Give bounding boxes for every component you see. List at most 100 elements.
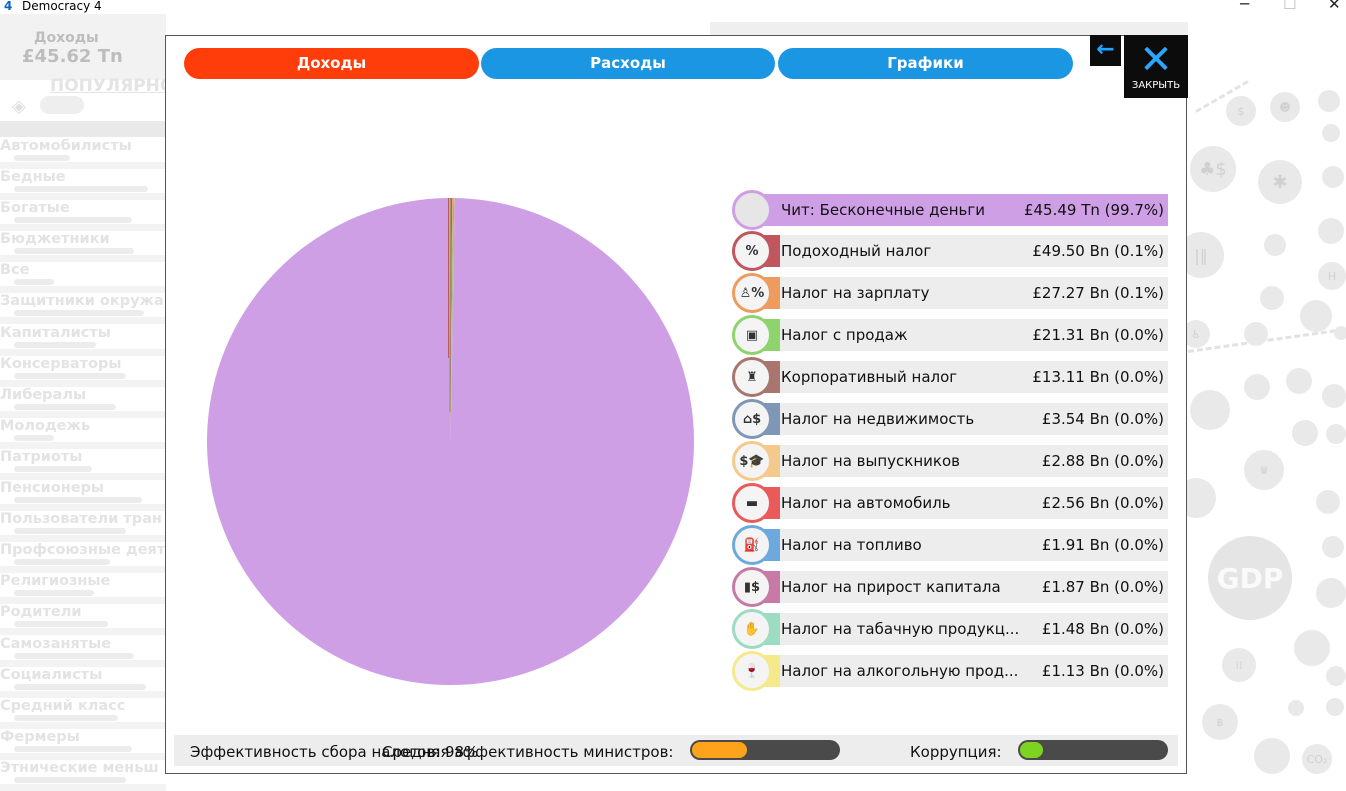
- policy-icon[interactable]: [1260, 286, 1284, 310]
- policy-icon[interactable]: [1322, 124, 1340, 142]
- voter-group-item[interactable]: Фермеры: [0, 729, 166, 760]
- voter-group-item[interactable]: Патриоты: [0, 449, 166, 480]
- window-close-button[interactable]: ✕: [1328, 0, 1341, 13]
- legend-item[interactable]: ▮$ Налог на прирост капитала £1.87 Bn (0.0…: [732, 567, 1172, 607]
- policy-icon[interactable]: [1326, 424, 1346, 444]
- legend-band: [752, 277, 1168, 309]
- policy-icon[interactable]: [1322, 166, 1344, 188]
- voter-group-name: Бюджетники: [0, 231, 110, 248]
- policy-icon[interactable]: ฿: [1202, 704, 1238, 740]
- policy-icon[interactable]: [1190, 390, 1230, 430]
- legend-item[interactable]: % Подоходный налог £49.50 Bn (0.1%): [732, 231, 1172, 271]
- policy-icon[interactable]: ✱: [1258, 160, 1302, 204]
- voter-group-stripe: [0, 628, 166, 636]
- legend-value: £49.50 Bn (0.1%): [1032, 242, 1164, 260]
- gdp-icon[interactable]: GDP: [1208, 536, 1292, 620]
- policy-icon[interactable]: [1288, 700, 1304, 716]
- maximize-button[interactable]: ☐: [1283, 0, 1297, 13]
- voter-group-item[interactable]: Пенсионеры: [0, 480, 166, 512]
- policy-icon[interactable]: ⁞⁞: [1222, 648, 1256, 682]
- legend-item[interactable]: ▣ Налог с продаж £21.31 Bn (0.0%): [732, 315, 1172, 355]
- voter-group-name: Пользователи тран: [0, 511, 162, 528]
- legend-value: £1.48 Bn (0.0%): [1041, 620, 1164, 638]
- legend-item[interactable]: ▬ Налог на автомобиль £2.56 Bn (0.0%): [732, 483, 1172, 523]
- voter-group-item[interactable]: Средний класс: [0, 698, 166, 729]
- voter-group-bar: [14, 186, 148, 193]
- legend-item[interactable]: ⛽ Налог на топливо £1.91 Bn (0.0%): [732, 525, 1172, 565]
- policy-icon[interactable]: [1254, 738, 1290, 774]
- legend-item[interactable]: ⌂$ Налог на недвижимость £3.54 Bn (0.0%): [732, 399, 1172, 439]
- pie-slice: [450, 198, 455, 442]
- policy-icon[interactable]: ♣$: [1190, 146, 1236, 192]
- voter-group-stripe: [0, 379, 166, 387]
- voter-group-bar: [14, 497, 142, 504]
- policy-icon[interactable]: [1294, 630, 1330, 666]
- policy-icon[interactable]: [1292, 420, 1318, 446]
- percent-icon: %: [732, 231, 772, 271]
- voter-group-item[interactable]: Социалисты: [0, 667, 166, 698]
- legend-item[interactable]: Чит: Бесконечные деньги £45.49 Tn (99.7%): [732, 190, 1172, 230]
- voter-group-bar: [14, 714, 118, 721]
- legend-item[interactable]: $🎓 Налог на выпускников £2.88 Bn (0.0%): [732, 441, 1172, 481]
- policy-icon[interactable]: [1244, 374, 1270, 400]
- voter-group-item[interactable]: Консерваторы: [0, 356, 166, 387]
- minister-efficiency-fill: [692, 742, 748, 758]
- voter-group-item[interactable]: Богатые: [0, 200, 166, 232]
- legend-item[interactable]: ✋ Налог на табачную продукц... £1.48 Bn (0…: [732, 609, 1172, 649]
- voter-group-item[interactable]: Защитники окружа: [0, 293, 166, 325]
- voter-group-item[interactable]: Самозанятые: [0, 636, 166, 667]
- legend-band: [752, 319, 1168, 351]
- voter-group-item[interactable]: Молодежь: [0, 418, 166, 449]
- policy-icon[interactable]: [1334, 326, 1346, 340]
- popularity-heading: ПОПУЛЯРНО: [50, 76, 175, 96]
- voter-group-item[interactable]: Этнические меньш: [0, 760, 166, 791]
- voter-group-item[interactable]: Все: [0, 262, 166, 294]
- policy-icon[interactable]: [1322, 384, 1346, 408]
- policy-icon[interactable]: ♛: [1244, 450, 1284, 490]
- popularity-toggle[interactable]: [40, 96, 84, 114]
- voter-group-bar: [14, 528, 126, 535]
- legend-band: [752, 487, 1168, 519]
- policy-icon[interactable]: [1326, 666, 1346, 686]
- voter-group-item[interactable]: Родители: [0, 604, 166, 636]
- policy-icon[interactable]: [1326, 698, 1344, 716]
- voter-group-name: Профсоюзные деят: [0, 542, 166, 559]
- legend-label: Налог на топливо: [781, 536, 922, 554]
- voter-group-item[interactable]: Бедные: [0, 169, 166, 201]
- back-button[interactable]: ←: [1090, 35, 1121, 66]
- voter-group-name: Этнические меньш: [0, 759, 159, 776]
- legend-item[interactable]: ♙% Налог на зарплату £27.27 Bn (0.1%): [732, 273, 1172, 313]
- voter-group-item[interactable]: Религиозные: [0, 573, 166, 605]
- policy-icon[interactable]: ☻: [1270, 92, 1300, 122]
- tab-expenses[interactable]: Расходы: [481, 48, 775, 79]
- voter-group-item[interactable]: Бюджетники: [0, 231, 166, 263]
- voter-group-item[interactable]: Профсоюзные деят: [0, 542, 166, 574]
- voter-group-item[interactable]: Капиталисты: [0, 325, 166, 356]
- voter-group-item[interactable]: Пользователи тран: [0, 511, 166, 543]
- house-dollar-icon: ⌂$: [732, 399, 772, 439]
- voter-group-item[interactable]: Либералы: [0, 387, 166, 418]
- policy-icon[interactable]: $: [1226, 96, 1256, 126]
- policy-icon[interactable]: CO₂: [1302, 744, 1332, 774]
- voter-group-item[interactable]: Автомобилисты: [0, 138, 166, 169]
- close-button[interactable]: ✕ ЗАКРЫТЬ: [1124, 35, 1188, 98]
- legend-item[interactable]: 🍷 Налог на алкогольную прод... £1.13 Bn (0…: [732, 651, 1172, 691]
- minimize-button[interactable]: ─: [1240, 0, 1250, 13]
- policy-icon[interactable]: [1316, 490, 1340, 514]
- policy-icon[interactable]: [1316, 578, 1346, 608]
- voter-group-bar: [14, 652, 134, 659]
- corruption-meter: [1018, 740, 1168, 760]
- policy-icon[interactable]: [1318, 90, 1340, 112]
- policy-icon[interactable]: [1322, 536, 1344, 558]
- voter-group-bar: [14, 434, 54, 441]
- tab-graphs[interactable]: Графики: [778, 48, 1073, 79]
- legend-item[interactable]: ♜ Корпоративный налог £13.11 Bn (0.0%): [732, 357, 1172, 397]
- policy-icon[interactable]: [1300, 300, 1332, 332]
- policy-icon[interactable]: [1318, 218, 1344, 244]
- policy-icon[interactable]: H: [1318, 262, 1346, 290]
- legend-band: [752, 194, 1168, 226]
- policy-icon[interactable]: [1244, 322, 1268, 346]
- tab-income[interactable]: Доходы: [184, 48, 479, 79]
- policy-icon[interactable]: [1286, 368, 1312, 394]
- policy-icon[interactable]: [1264, 234, 1286, 256]
